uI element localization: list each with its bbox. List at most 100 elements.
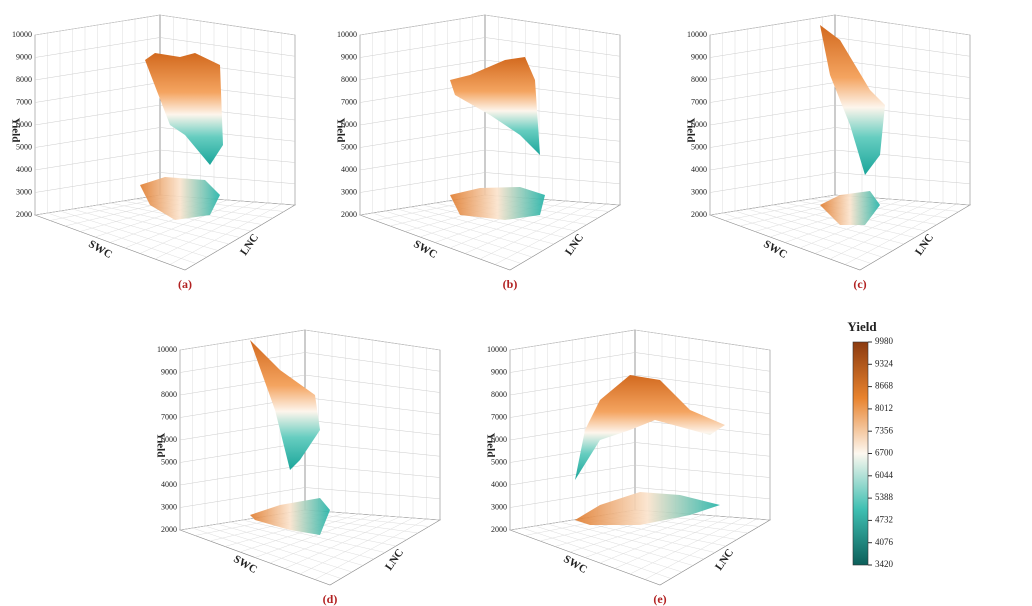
grid-line [179, 374, 441, 396]
surface [250, 340, 320, 470]
z-tick-label: 4000 [341, 165, 357, 174]
grid-line [509, 329, 771, 351]
floor-grid [269, 515, 387, 564]
colorbar-tick-label: 6044 [875, 470, 894, 480]
colorbar-tick-label: 8012 [875, 403, 893, 413]
x-axis-label: SWC [761, 238, 789, 261]
floor-grid [829, 202, 944, 260]
z-tick-label: 4000 [161, 480, 177, 489]
z-tick-label: 5000 [341, 142, 357, 151]
grid-line [179, 442, 441, 463]
surface [145, 53, 223, 165]
z-tick-label: 6000 [16, 120, 32, 129]
z-tick-label: 5000 [691, 142, 707, 151]
z-tick-label: 6000 [161, 435, 177, 444]
z-axis-label: Yield [484, 433, 496, 458]
z-tick-label: 8000 [161, 390, 177, 399]
floor-grid [299, 517, 414, 575]
colorbar [852, 341, 869, 566]
floor-grid [572, 519, 716, 553]
colorbar-tick-label: 5388 [875, 492, 894, 502]
z-tick-label: 10000 [12, 30, 32, 39]
surface [575, 375, 725, 480]
panel: 2000 3000 4000 5000 6000 7000 8000 9000 10000 Yie… [154, 329, 441, 606]
floor-grid [814, 201, 930, 254]
z-axis-label: Yield [684, 118, 696, 143]
colorbar-tick-label: 3420 [875, 559, 894, 569]
z-tick-label: 5000 [16, 142, 32, 151]
grid-line [34, 104, 296, 126]
grid-line [509, 374, 771, 396]
z-tick-label: 9000 [491, 367, 507, 376]
colorbar-tick-label: 7356 [875, 425, 894, 435]
grid-line [179, 487, 441, 508]
floor-grid [844, 203, 957, 265]
z-tick-label: 9000 [341, 52, 357, 61]
surface [450, 57, 540, 155]
floor-grid [599, 515, 717, 564]
grid-line [709, 149, 971, 171]
z-tick-label: 10000 [157, 345, 177, 354]
colorbar-tick-label: 8668 [875, 381, 894, 391]
z-tick-label: 7000 [16, 97, 32, 106]
z-axis-label: Yield [334, 118, 346, 143]
z-tick-label: 2000 [491, 525, 507, 534]
grid-line [709, 172, 971, 193]
floor-grid [169, 203, 282, 265]
panel-label: (e) [653, 592, 666, 606]
panel: 2000 3000 4000 5000 6000 7000 8000 9000 10000 Yie… [684, 14, 971, 291]
floor-grid [629, 517, 744, 575]
z-tick-label: 7000 [691, 97, 707, 106]
y-axis-label: LNC [713, 547, 736, 573]
panel-label: (b) [503, 277, 518, 291]
z-tick-label: 3000 [341, 187, 357, 196]
panel: 2000 3000 4000 5000 6000 7000 8000 9000 10000 Yie… [484, 329, 771, 606]
panel: 2000 3000 4000 5000 6000 7000 8000 9000 10000 Yie… [9, 14, 296, 291]
z-tick-label: 4000 [491, 480, 507, 489]
grid-line [709, 194, 971, 216]
grid-line [359, 59, 621, 81]
z-tick-label: 2000 [16, 210, 32, 219]
surface [575, 492, 720, 525]
grid-line [34, 172, 296, 193]
z-axis-label: Yield [154, 433, 166, 458]
z-tick-label: 8000 [491, 390, 507, 399]
grid-line [179, 329, 441, 351]
z-tick-label: 9000 [691, 52, 707, 61]
x-axis-label: SWC [561, 553, 589, 576]
panel-label: (d) [323, 592, 338, 606]
z-tick-label: 2000 [341, 210, 357, 219]
y-axis-label: LNC [563, 232, 586, 258]
colorbar-tick-label: 4076 [875, 537, 894, 547]
colorbar-title: Yield [847, 319, 877, 334]
floor-grid [614, 516, 730, 569]
z-axis-label: Yield [9, 118, 21, 143]
z-tick-label: 2000 [161, 525, 177, 534]
floor-grid [464, 201, 580, 254]
floor-grid [449, 200, 567, 249]
grid-line [709, 14, 971, 36]
z-tick-label: 7000 [491, 412, 507, 421]
z-tick-label: 9000 [16, 52, 32, 61]
z-tick-label: 7000 [161, 412, 177, 421]
y-axis-label: LNC [913, 232, 936, 258]
colorbar-tick-label: 4732 [875, 514, 893, 524]
z-tick-label: 4000 [691, 165, 707, 174]
z-tick-label: 10000 [487, 345, 507, 354]
z-tick-label: 8000 [16, 75, 32, 84]
x-axis-label: SWC [86, 238, 114, 261]
grid-line [709, 127, 971, 148]
floor-grid [154, 202, 269, 260]
x-axis-label: SWC [411, 238, 439, 261]
y-axis-label: LNC [383, 547, 406, 573]
colorbar-tick-label: 9980 [875, 336, 894, 346]
surface [820, 25, 885, 175]
z-tick-label: 3000 [491, 502, 507, 511]
z-tick-label: 5000 [491, 457, 507, 466]
grid-line [509, 487, 771, 508]
surface [450, 187, 545, 220]
grid-line [509, 352, 771, 373]
z-tick-label: 6000 [341, 120, 357, 129]
z-tick-label: 2000 [691, 210, 707, 219]
